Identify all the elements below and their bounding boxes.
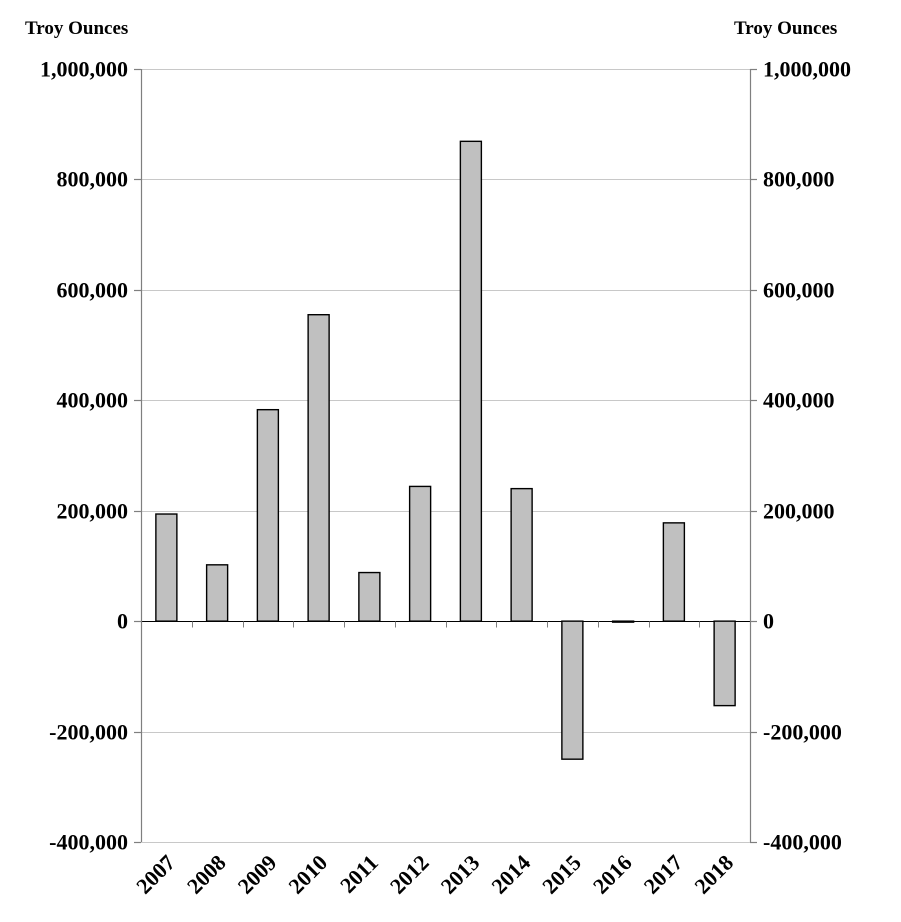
bar-2008	[207, 565, 228, 621]
bar-2018	[714, 621, 735, 705]
x-tick-label: 2018	[689, 850, 738, 899]
y-tick-label-left: -400,000	[49, 830, 128, 855]
y-tick-label-right: 600,000	[763, 278, 835, 303]
bar-2012	[410, 486, 431, 621]
bar-2015	[562, 621, 583, 759]
x-tick-label: 2011	[335, 850, 383, 898]
bar-2017	[663, 523, 684, 621]
x-tick-label: 2014	[486, 850, 535, 899]
x-tick-label: 2015	[537, 850, 586, 899]
x-tick-label: 2010	[283, 850, 332, 899]
x-tick-label: 2008	[182, 850, 231, 899]
y-tick-label-left: 600,000	[57, 278, 129, 303]
bar-2007	[156, 514, 177, 621]
y-tick-label-right: 400,000	[763, 388, 835, 413]
y-tick-label-right: 0	[763, 609, 774, 634]
bar-2014	[511, 489, 532, 622]
y-tick-label-left: -200,000	[49, 720, 128, 745]
y-tick-label-left: 1,000,000	[40, 57, 128, 82]
y-axis-title-left: Troy Ounces	[25, 18, 128, 40]
bar-2010	[308, 315, 329, 621]
y-axis-title-right: Troy Ounces	[734, 18, 837, 40]
bar-2009	[257, 410, 278, 621]
y-tick-label-left: 0	[117, 609, 128, 634]
y-tick-label-left: 800,000	[57, 167, 129, 192]
y-tick-label-left: 200,000	[57, 499, 129, 524]
y-tick-label-right: 1,000,000	[763, 57, 851, 82]
x-tick-label: 2009	[233, 850, 282, 899]
y-tick-label-right: -400,000	[763, 830, 842, 855]
x-tick-label: 2007	[131, 850, 180, 899]
x-tick-label: 2017	[639, 850, 688, 899]
bar-2013	[460, 141, 481, 621]
y-tick-label-right: 200,000	[763, 499, 835, 524]
y-tick-label-right: -200,000	[763, 720, 842, 745]
x-tick-label: 2013	[436, 850, 485, 899]
x-tick-label: 2012	[385, 850, 434, 899]
y-tick-label-left: 400,000	[57, 388, 129, 413]
bar-2016	[613, 621, 634, 622]
bar-2011	[359, 573, 380, 622]
x-tick-label: 2016	[588, 850, 637, 899]
y-tick-label-right: 800,000	[763, 167, 835, 192]
